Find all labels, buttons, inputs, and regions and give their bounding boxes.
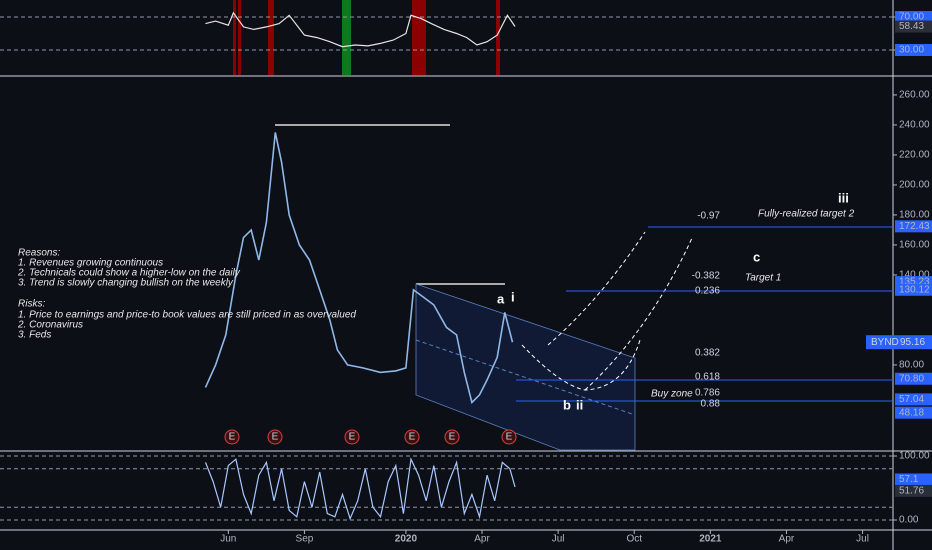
price-level-label: 172.43: [899, 221, 930, 232]
drawings: [275, 124, 893, 451]
last-value: 51.76: [899, 486, 924, 497]
annotation: 3. Trend is slowly changing bullish on t…: [18, 278, 234, 289]
label-box: [895, 484, 932, 497]
series-line: [204, 457, 516, 521]
price-level-label: 57.04: [899, 394, 924, 405]
last-value: 57.1: [899, 474, 919, 485]
earnings-label: E: [409, 432, 416, 443]
price-level-label: 130.12: [899, 284, 930, 295]
label-box: [895, 393, 932, 406]
x-tick-label: Apr: [474, 534, 490, 545]
x-tick-label: 2020: [395, 534, 418, 545]
earnings-label: E: [449, 432, 456, 443]
series-line: [204, 132, 514, 404]
label-box: [895, 283, 932, 296]
wave-label: iii: [838, 190, 849, 205]
label-box: [895, 10, 932, 23]
y-tick-label: 200.00: [899, 180, 930, 191]
y-tick-label: 30.00: [899, 45, 924, 56]
earnings-marker: [404, 429, 420, 445]
x-tick-label: Jul: [856, 534, 869, 545]
wave-label: ii: [576, 397, 583, 412]
x-tick-label: 2021: [699, 534, 722, 545]
fib-label: 0.786: [695, 388, 720, 399]
fib-label: 0.88: [701, 399, 721, 410]
x-tick-label: Jul: [552, 534, 565, 545]
annotation: Target 1: [745, 273, 781, 284]
y-tick-label: 180.00: [899, 210, 930, 221]
y-tick-label: 0.00: [899, 515, 919, 526]
y-tick-label: 70.00: [899, 12, 924, 23]
series-line: [205, 11, 516, 48]
last-value: 95.16: [900, 337, 925, 348]
earnings-marker: [344, 429, 360, 445]
fib-label: -0.97: [697, 211, 720, 222]
label-box: [895, 44, 932, 56]
earnings-label: E: [506, 432, 513, 443]
label-box: [895, 220, 932, 233]
wave-label: i: [511, 289, 515, 304]
y-tick-label: 260.00: [899, 90, 930, 101]
annotation: 1. Revenues growing continuous: [18, 258, 163, 269]
earnings-marker: [224, 429, 240, 445]
earnings-label: E: [349, 432, 356, 443]
y-tick-label: 160.00: [899, 240, 930, 251]
label-box: [895, 473, 932, 486]
annotation: Fully-realized target 2: [758, 209, 855, 220]
x-tick-label: Sep: [296, 534, 314, 545]
annotation: 2. Technicals could show a higher-low on…: [17, 268, 241, 279]
wave-label: a: [497, 291, 505, 306]
y-tick-label: 220.00: [899, 150, 930, 161]
y-tick-label: 80.00: [899, 360, 924, 371]
annotation: 1. Price to earnings and price-to book v…: [18, 310, 356, 321]
y-tick-label: 100.00: [899, 451, 930, 462]
x-tick-label: Jun: [220, 534, 236, 545]
x-tick-label: Oct: [626, 534, 642, 545]
last-value: 58.43: [899, 21, 924, 32]
annotation: 2. Coronavirus: [17, 320, 83, 331]
annotation: 3. Feds: [18, 330, 51, 341]
label-box: [895, 406, 932, 419]
earnings-label: E: [272, 432, 279, 443]
symbol: BYND: [871, 337, 899, 348]
earnings-marker: [501, 429, 517, 445]
price-level-label: 70.80: [899, 373, 924, 384]
earnings-label: E: [229, 432, 236, 443]
wave-label: b: [563, 397, 571, 412]
earnings-marker: [444, 429, 460, 445]
price-level-label: 48.18: [899, 407, 924, 418]
fib-label: 0.236: [695, 286, 720, 297]
y-tick-label: 240.00: [899, 120, 930, 131]
fib-label: -0.382: [692, 271, 721, 282]
fib-label: 0.618: [695, 372, 720, 383]
label-box: [866, 335, 932, 350]
label-box: [895, 20, 932, 33]
price-level-label: 135.23: [899, 277, 930, 288]
fib-label: 0.382: [695, 348, 720, 359]
x-tick-label: Apr: [779, 534, 795, 545]
label-box: [895, 372, 932, 385]
earnings-marker: [267, 429, 283, 445]
wave-label: c: [753, 249, 760, 264]
y-tick-label: 140.00: [899, 270, 930, 281]
annotation: Reasons:: [18, 248, 60, 259]
annotation: Buy zone: [651, 389, 693, 400]
annotation: Risks:: [18, 299, 45, 310]
